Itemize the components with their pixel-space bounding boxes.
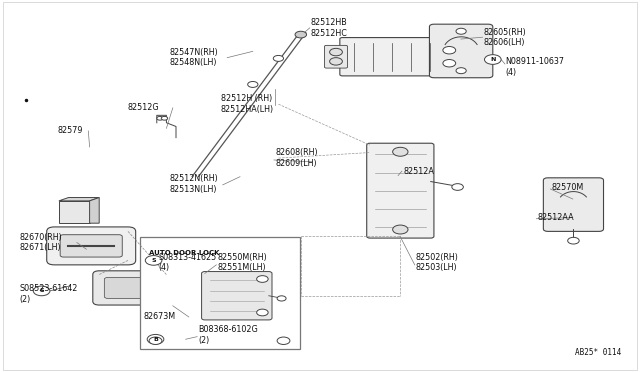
FancyBboxPatch shape [47,227,136,265]
Text: 82512AA: 82512AA [538,213,574,222]
FancyBboxPatch shape [93,271,173,305]
Text: 82670(RH)
82671(LH): 82670(RH) 82671(LH) [19,233,62,252]
Text: AUTO DOOR LOCK: AUTO DOOR LOCK [149,250,220,256]
Text: S: S [39,288,44,294]
Circle shape [295,31,307,38]
FancyBboxPatch shape [324,45,348,68]
FancyBboxPatch shape [202,272,272,320]
Text: N08911-10637
(4): N08911-10637 (4) [506,57,564,77]
Text: 82605(RH)
82606(LH): 82605(RH) 82606(LH) [483,28,526,47]
Text: S08313-41625
(4): S08313-41625 (4) [159,253,217,272]
Text: S08523-61642
(2): S08523-61642 (2) [19,284,77,304]
Text: 82547N(RH)
82548N(LH): 82547N(RH) 82548N(LH) [170,48,218,67]
Bar [59,201,90,223]
Text: 82512HB
82512HC: 82512HB 82512HC [310,18,348,38]
Polygon shape [90,198,99,223]
Circle shape [257,309,268,316]
FancyBboxPatch shape [543,178,604,231]
Circle shape [147,334,164,344]
Text: 82550M(RH)
82551M(LH): 82550M(RH) 82551M(LH) [218,253,268,272]
Circle shape [33,286,50,296]
Text: N: N [490,57,495,62]
Circle shape [330,48,342,56]
FancyBboxPatch shape [429,24,493,78]
Text: 82512N(RH)
82513N(LH): 82512N(RH) 82513N(LH) [170,174,218,194]
Circle shape [149,337,162,344]
Text: B: B [153,337,158,342]
Text: 82512A: 82512A [403,167,434,176]
Text: 82502(RH)
82503(LH): 82502(RH) 82503(LH) [416,253,459,272]
Polygon shape [59,198,99,201]
Text: 82608(RH)
82609(LH): 82608(RH) 82609(LH) [275,148,318,168]
Text: 82512H (RH)
82512HA(LH): 82512H (RH) 82512HA(LH) [221,94,274,114]
Circle shape [456,28,466,34]
Circle shape [161,116,168,120]
Circle shape [330,58,342,65]
Circle shape [456,68,466,74]
Circle shape [248,81,258,87]
Circle shape [443,60,456,67]
FancyBboxPatch shape [60,235,122,257]
Text: 82512G: 82512G [128,103,159,112]
Circle shape [277,337,290,344]
Circle shape [392,147,408,156]
Text: B08368-6102G
(2): B08368-6102G (2) [198,325,258,344]
Bar [140,237,300,349]
Circle shape [392,225,408,234]
FancyBboxPatch shape [104,278,161,298]
Circle shape [452,184,463,190]
Text: 82570M: 82570M [552,183,584,192]
Circle shape [157,116,163,120]
Circle shape [257,276,268,282]
FancyBboxPatch shape [367,143,434,238]
FancyBboxPatch shape [340,38,444,76]
Text: 82579: 82579 [58,126,83,135]
Circle shape [443,46,456,54]
Circle shape [277,296,286,301]
Circle shape [145,256,162,265]
Text: AB25* 0114: AB25* 0114 [575,348,621,357]
Circle shape [568,237,579,244]
Text: S: S [151,258,156,263]
Circle shape [273,55,284,61]
Circle shape [484,55,501,64]
Text: 82673M: 82673M [144,312,176,321]
